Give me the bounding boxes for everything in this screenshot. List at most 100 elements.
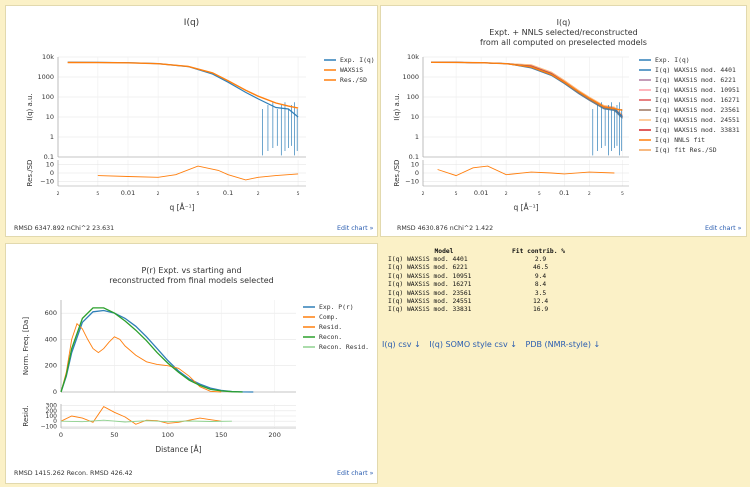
res-tick-label: 0	[53, 418, 57, 425]
model-name-cell: I(q) WAXSiS mod. 4401	[388, 256, 468, 263]
chart-footer-stats: RMSD 4630.876 nChi^2 1.422	[397, 225, 494, 232]
legend-label: Exp. I(q)	[655, 56, 690, 64]
y-axis-label: Norm. Freq. [Da]	[22, 317, 30, 375]
model-curve	[431, 61, 623, 116]
recon-pr-line	[60, 307, 243, 393]
x-tick-label: 0.1	[223, 189, 233, 197]
model-name-cell: I(q) WAXSiS mod. 16271	[388, 281, 472, 289]
fit-contrib-cell: 9.4	[534, 272, 547, 280]
legend-label: Resid.	[319, 323, 342, 331]
res-tick-label: 0	[415, 169, 419, 177]
fit-contrib-cell: 46.5	[532, 264, 549, 272]
y-tick-label: 10k	[407, 53, 419, 61]
res-tick-label: 100	[46, 413, 58, 420]
iq-nnls-chart-panel: I(q) Expt. + NNLS selected/reconstructed…	[380, 5, 747, 237]
comp-pr-line	[60, 322, 222, 393]
res-axis-label: Res./SD	[393, 160, 401, 187]
download-links: I(q) csv ↓ I(q) SOMO style csv ↓ PDB (NM…	[382, 340, 606, 349]
res-tick-label: 10	[411, 160, 419, 168]
chart-subtitle: reconstructed from final models selected	[109, 276, 274, 285]
x-tick-label: 5	[621, 191, 624, 197]
x-tick-label: 5	[197, 191, 200, 197]
x-tick-label: 0.01	[121, 189, 135, 197]
chart-title: I(q)	[556, 18, 571, 27]
res-tick-label: 200	[46, 408, 58, 415]
fit-contrib-cell: 12.4	[532, 297, 549, 305]
legend-label: I(q) WAXSiS mod. 4401	[655, 66, 736, 74]
fit-contrib-cell: 16.9	[532, 306, 549, 314]
y-tick-label: 1	[50, 133, 54, 141]
model-curve	[431, 61, 623, 118]
chart-footer-stats: RMSD 1415.262 Recon. RMSD 426.42	[14, 470, 133, 477]
residual-line	[437, 165, 615, 177]
x-tick-label: 0.1	[559, 189, 569, 197]
y-tick-label: 400	[45, 335, 57, 343]
x-tick-label: 100	[162, 431, 174, 439]
res-tick-label: 300	[46, 403, 58, 410]
y-axis-label: I(q) a.u.	[393, 93, 401, 120]
edit-chart-link[interactable]: Edit chart »	[337, 225, 374, 232]
exp-iq-line	[431, 61, 623, 118]
x-tick-label: 0.01	[474, 189, 488, 197]
model-curve	[431, 61, 623, 117]
x-tick-label: 150	[215, 431, 227, 439]
legend-label: Recon. Resid.	[319, 343, 369, 351]
table-row: I(q) WAXSiS mod. 4401 2.9	[384, 256, 573, 264]
res-tick-label: −10	[40, 178, 54, 186]
table-row: I(q) WAXSiS mod. 33831 16.9	[384, 306, 573, 314]
x-tick-label: 2	[505, 191, 508, 197]
model-curve	[431, 61, 623, 117]
y-tick-label: 0	[53, 388, 57, 396]
model-name-cell: I(q) WAXSiS mod. 33831	[388, 306, 472, 314]
table-row: I(q) WAXSiS mod. 24551 12.4	[384, 298, 573, 306]
legend-label: Exp. P(r)	[319, 303, 354, 311]
table-row: I(q) WAXSiS mod. 6221 46.5	[384, 264, 573, 272]
chart-title: I(q)	[183, 18, 200, 28]
x-tick-label: 50	[110, 431, 118, 439]
x-tick-label: 2	[257, 191, 260, 197]
edit-chart-link[interactable]: Edit chart »	[337, 470, 374, 477]
y-axis-label: I(q) a.u.	[26, 93, 34, 120]
download-iq-csv-link[interactable]: I(q) csv ↓	[382, 340, 421, 349]
table-row: I(q) WAXSiS mod. 16271 8.4	[384, 281, 573, 289]
y-tick-label: 100	[42, 93, 54, 101]
resid-line	[60, 406, 222, 425]
model-name-cell: I(q) WAXSiS mod. 10951	[388, 272, 472, 280]
model-curve	[431, 61, 623, 119]
fit-contribution-table: Model Fit contrib. % I(q) WAXSiS mod. 44…	[384, 248, 604, 315]
legend-label: I(q) WAXSiS mod. 23561	[655, 106, 740, 114]
x-tick-label: 5	[455, 191, 458, 197]
chart-title: P(r) Expt. vs starting and	[141, 266, 242, 275]
legend-label: I(q) WAXSiS mod. 24551	[655, 116, 740, 124]
exp-pr-line	[60, 309, 254, 393]
table-row: I(q) WAXSiS mod. 23561 3.5	[384, 290, 573, 298]
fit-contrib-cell: 8.4	[534, 281, 547, 289]
fit-iq-line	[431, 61, 623, 111]
model-name-cell: I(q) WAXSiS mod. 24551	[388, 297, 472, 305]
res-tick-label: −100	[41, 423, 58, 430]
legend-label: I(q) WAXSiS mod. 10951	[655, 86, 740, 94]
x-tick-label: 200	[268, 431, 280, 439]
res-tick-label: −10	[405, 178, 419, 186]
legend-label: Recon.	[319, 333, 342, 341]
y-tick-label: 1000	[402, 73, 419, 81]
recon-resid-line	[60, 419, 232, 423]
legend-label: I(q) WAXSiS mod. 16271	[655, 96, 740, 104]
x-axis-label: Distance [Å]	[155, 445, 201, 454]
y-tick-label: 10	[46, 113, 54, 121]
x-axis-label: q [Å⁻¹]	[169, 203, 194, 212]
download-pdb-link[interactable]: PDB (NMR-style) ↓	[525, 340, 601, 349]
download-iq-somo-csv-link[interactable]: I(q) SOMO style csv ↓	[429, 340, 517, 349]
x-tick-label: 5	[96, 191, 99, 197]
header-model: Model	[434, 248, 454, 255]
y-tick-label: 1000	[37, 73, 54, 81]
legend-label: WAXSiS	[340, 66, 363, 74]
res-tick-label: 10	[46, 160, 54, 168]
chart-subtitle-2: from all computed on preselected models	[480, 38, 647, 47]
chart-subtitle: Expt. + NNLS selected/reconstructed	[489, 28, 638, 37]
edit-chart-link[interactable]: Edit chart »	[705, 225, 742, 232]
legend-label: I(q) fit Res./SD	[655, 146, 717, 154]
